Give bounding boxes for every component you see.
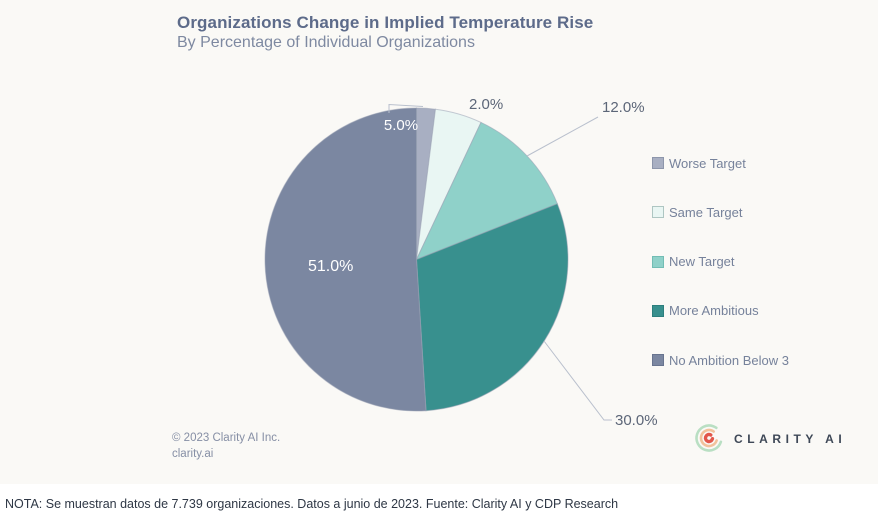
slice-value-label-worse-target: 2.0% bbox=[469, 96, 503, 113]
legend-swatch-no-ambition-below-3 bbox=[652, 354, 664, 367]
legend-item-more-ambitious[interactable]: More Ambitious bbox=[652, 303, 759, 319]
legend-label: More Ambitious bbox=[669, 303, 759, 319]
legend-swatch-same-target bbox=[652, 206, 664, 219]
legend-swatch-new-target bbox=[652, 255, 664, 268]
legend-label: New Target bbox=[669, 254, 735, 270]
footer-bar: NOTA: Se muestran datos de 7.739 organiz… bbox=[0, 484, 878, 530]
label-leader-line-same-target bbox=[388, 103, 424, 113]
copyright-url[interactable]: clarity.ai bbox=[172, 448, 214, 460]
clarity-ai-logo-icon bbox=[695, 424, 723, 452]
copyright-note: © 2023 Clarity AI Inc. clarity.ai bbox=[172, 430, 280, 462]
chart-header: Organizations Change in Implied Temperat… bbox=[177, 12, 593, 53]
footer-note: NOTA: Se muestran datos de 7.739 organiz… bbox=[5, 497, 619, 511]
legend-item-no-ambition-below-3[interactable]: No Ambition Below 3 bbox=[652, 352, 789, 368]
slice-value-label-same-target: 5.0% bbox=[384, 117, 418, 134]
legend-item-same-target[interactable]: Same Target bbox=[652, 204, 742, 220]
legend-label: No Ambition Below 3 bbox=[669, 352, 789, 368]
label-leader-line-more-ambitious bbox=[543, 340, 612, 421]
label-leader-line-new-target bbox=[526, 116, 599, 157]
legend-item-new-target[interactable]: New Target bbox=[652, 254, 735, 270]
pie-slice-no-ambition-below-3[interactable] bbox=[264, 107, 427, 412]
slice-value-label-more-ambitious: 30.0% bbox=[615, 412, 658, 429]
slice-value-label-no-ambition-below-3: 51.0% bbox=[308, 258, 353, 275]
slice-value-label-new-target: 12.0% bbox=[602, 99, 645, 116]
legend-label: Worse Target bbox=[669, 155, 746, 171]
clarity-ai-logo-text: CLARITY AI bbox=[734, 432, 847, 446]
legend-item-worse-target[interactable]: Worse Target bbox=[652, 155, 746, 171]
clarity-ai-logo: CLARITY AI bbox=[694, 423, 846, 453]
logo-arc bbox=[703, 432, 715, 444]
legend-label: Same Target bbox=[669, 204, 743, 220]
pie-slice-more-ambitious[interactable] bbox=[415, 203, 569, 412]
logo-arc bbox=[695, 424, 723, 452]
legend-swatch-worse-target bbox=[652, 157, 664, 169]
chart-subtitle: By Percentage of Individual Organization… bbox=[177, 34, 475, 51]
copyright-line: © 2023 Clarity AI Inc. bbox=[172, 432, 281, 444]
logo-arc bbox=[699, 428, 719, 448]
legend-swatch-more-ambitious bbox=[652, 304, 664, 317]
chart-title: Organizations Change in Implied Temperat… bbox=[177, 13, 594, 32]
